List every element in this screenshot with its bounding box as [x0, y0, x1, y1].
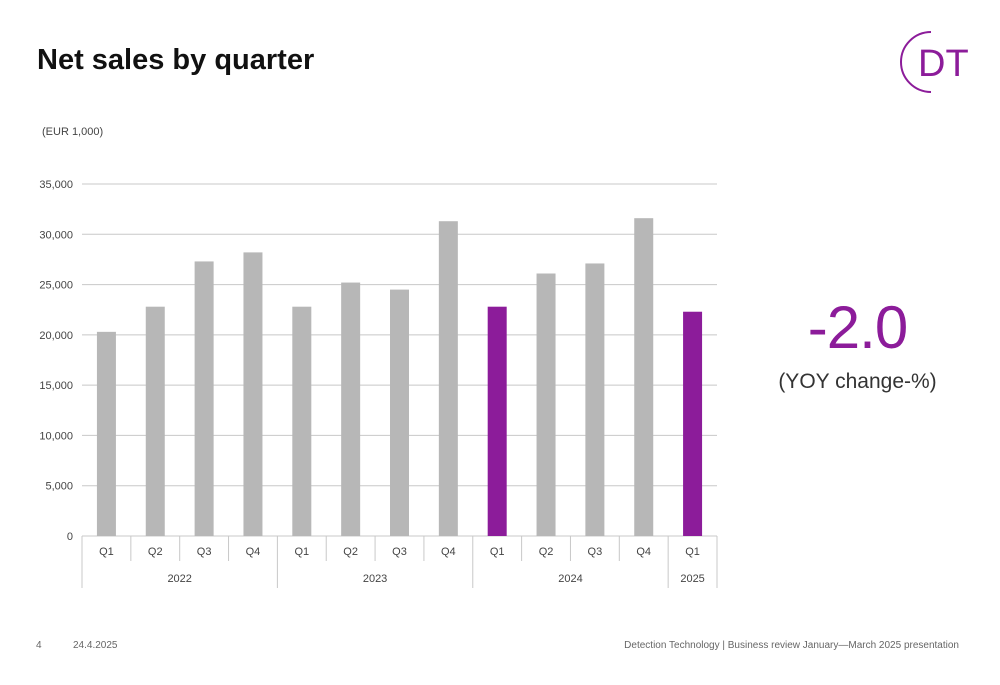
- y-tick-label: 25,000: [39, 280, 73, 292]
- bar: [683, 311, 703, 536]
- x-tick-label: Q2: [539, 546, 554, 558]
- bar: [487, 306, 507, 536]
- page-title: Net sales by quarter: [37, 44, 315, 76]
- company-logo: DT: [900, 31, 968, 93]
- x-tick-label: Q1: [685, 546, 700, 558]
- year-group-label: 2025: [680, 573, 704, 585]
- x-tick-label: Q1: [99, 546, 114, 558]
- page-number: 4: [36, 640, 42, 651]
- x-tick-label: Q4: [636, 546, 651, 558]
- y-tick-label: 10,000: [39, 430, 73, 442]
- unit-label: (EUR 1,000): [42, 126, 104, 138]
- y-tick-label: 20,000: [39, 330, 73, 342]
- x-tick-label: Q4: [246, 546, 261, 558]
- x-tick-label: Q2: [148, 546, 163, 558]
- y-tick-label: 15,000: [39, 380, 73, 392]
- year-group-label: 2023: [363, 573, 387, 585]
- x-tick-label: Q1: [294, 546, 309, 558]
- bar: [438, 221, 458, 536]
- bar: [390, 289, 409, 536]
- bar: [634, 218, 654, 537]
- x-tick-label: Q1: [490, 546, 505, 558]
- footer-date: 24.4.2025: [73, 640, 118, 651]
- y-tick-label: 35,000: [39, 179, 73, 191]
- x-tick-label: Q3: [392, 546, 407, 558]
- year-group-label: 2024: [558, 573, 582, 585]
- yoy-change-value: -2.0: [807, 294, 908, 361]
- bar: [96, 331, 116, 536]
- bar: [194, 261, 214, 536]
- bar: [585, 263, 605, 536]
- x-tick-label: Q3: [197, 546, 212, 558]
- footer-text: Detection Technology | Business review J…: [624, 640, 959, 651]
- x-tick-label: Q2: [343, 546, 358, 558]
- bar: [145, 306, 165, 536]
- bar: [341, 282, 361, 536]
- x-tick-label: Q4: [441, 546, 456, 558]
- bar: [243, 252, 263, 537]
- bar: [536, 273, 556, 536]
- bar: [292, 306, 312, 536]
- y-tick-label: 30,000: [39, 229, 73, 241]
- y-tick-label: 0: [67, 531, 73, 543]
- year-group-label: 2022: [167, 573, 191, 585]
- yoy-change-label: (YOY change-%): [778, 370, 937, 393]
- svg-text:DT: DT: [918, 43, 968, 85]
- x-tick-label: Q3: [588, 546, 603, 558]
- y-tick-label: 5,000: [45, 481, 73, 493]
